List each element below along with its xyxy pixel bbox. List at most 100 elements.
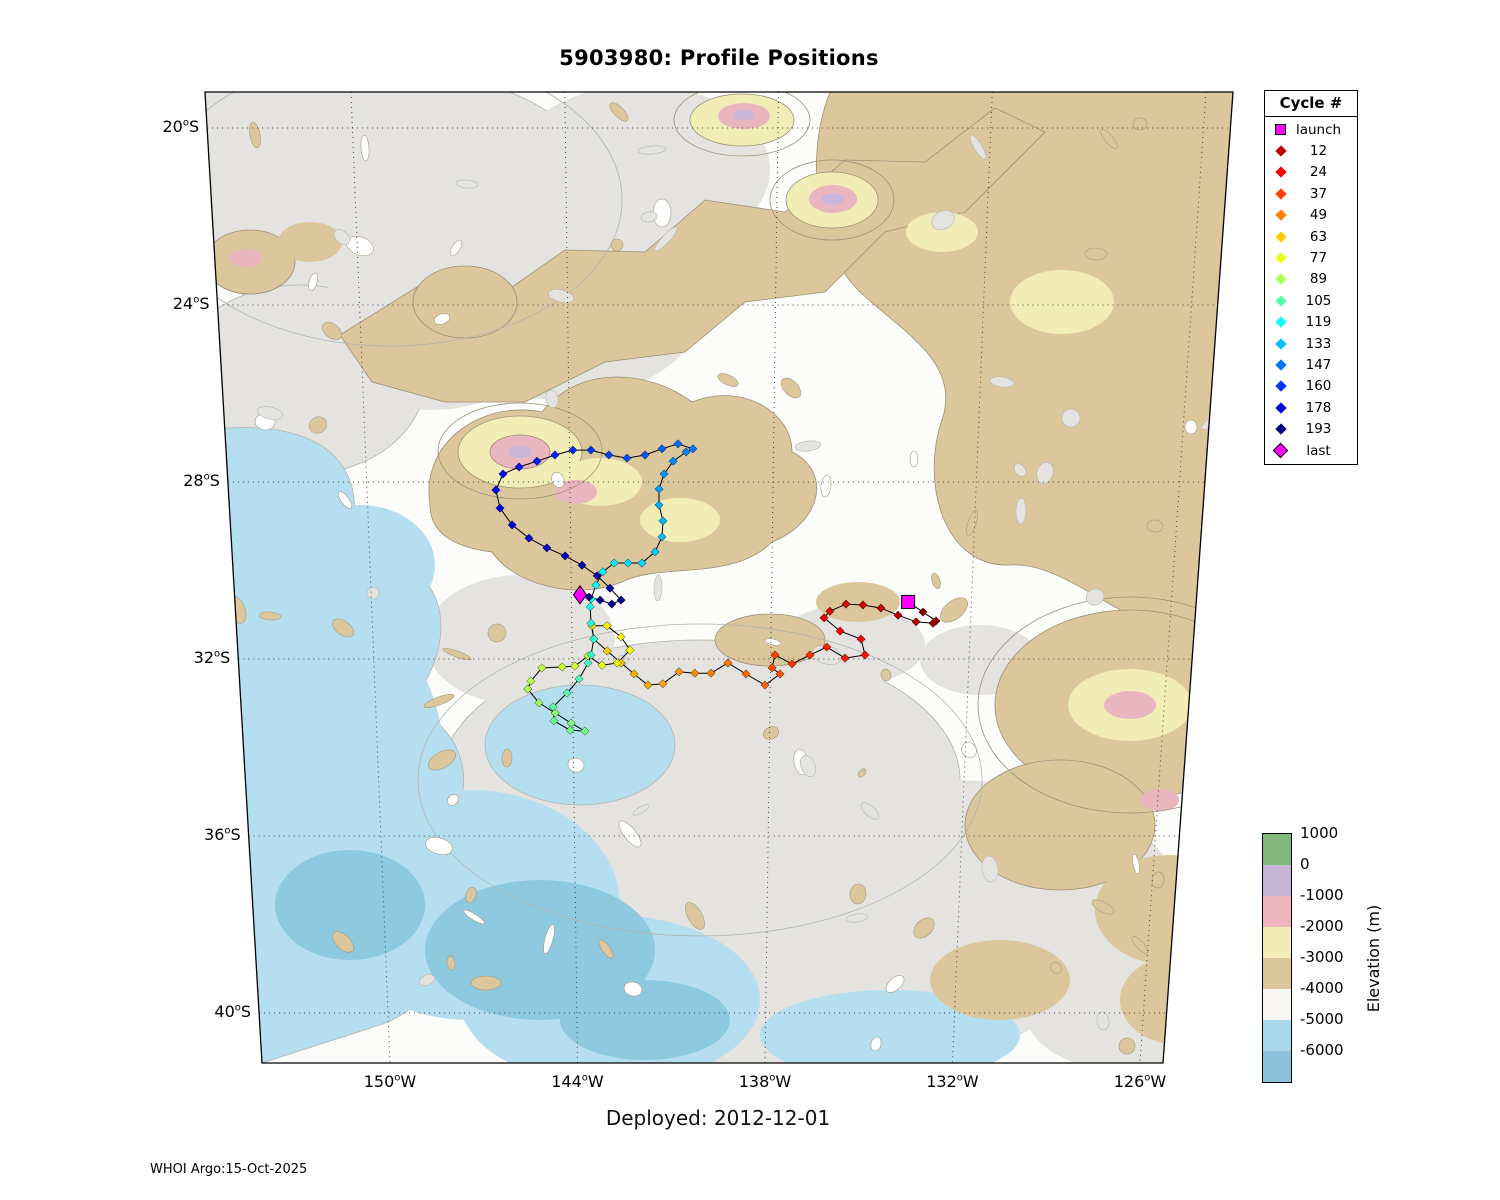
cycle-marker [657,532,667,542]
cycle-marker [616,595,626,605]
cycle-marker [840,653,850,663]
colorbar-tick-label: 0 [1300,855,1310,873]
cycle-marker [498,469,508,479]
cycle-markers [491,439,941,736]
colorbar-tick-label: -6000 [1300,1041,1344,1059]
legend-item-cycle-24: 24 [1265,162,1357,183]
cycle-marker [625,645,635,655]
legend-title: Cycle # [1265,91,1357,117]
cycle-marker [532,456,542,466]
cycle-marker [609,558,619,568]
colorbar-segment-3 [1263,927,1291,958]
lat-tick-label: 28oS [183,471,220,490]
cycle-marker [668,456,678,466]
cycle-marker [562,688,572,698]
colorbar-axis-label-text: Elevation (m) [1364,904,1384,1012]
colorbar-segment-4 [1263,958,1291,989]
cycle-marker [524,533,534,543]
colorbar-tick-label: -2000 [1300,917,1344,935]
legend-item-cycle-105: 105 [1265,290,1357,311]
legend-item-label: 160 [1305,378,1332,395]
cycle-marker [629,669,639,679]
lat-tick-label: 40oS [214,1002,252,1021]
cycle-marker [640,450,650,460]
deployed-caption: Deployed: 2012-12-01 [605,1106,831,1130]
colorbar-axis-label: Elevation (m) [1352,833,1396,1083]
cycle-marker [589,634,599,644]
cycle-marker [602,646,612,656]
cycle-marker [557,662,567,672]
legend-item-cycle-49: 49 [1265,205,1357,226]
cycle-marker [597,660,607,670]
cycle-marker [598,567,608,577]
cycle-marker [825,606,835,616]
cycle-marker [835,626,845,636]
colorbar-segment-5 [1263,989,1291,1020]
colorbar-segment-1 [1263,865,1291,896]
legend-marker-icon [1273,380,1288,393]
cycle-marker [623,558,633,568]
legend-item-cycle-160: 160 [1265,376,1357,397]
cycle-marker [491,485,501,495]
cycle-marker [690,668,700,678]
cycle-marker [650,547,660,557]
cycle-marker [507,520,517,530]
cycle-marker [595,595,605,605]
cycle-marker [787,659,797,669]
grid-lines [207,91,1231,1064]
cycle-marker [819,613,829,623]
cycle-marker [674,667,684,677]
cycle-marker [673,439,683,449]
cycle-marker [602,621,612,631]
legend-marker-icon [1273,295,1288,307]
lon-tick-label: 126oW [1113,1072,1167,1091]
lon-tick-label: 150oW [363,1072,417,1091]
cycle-marker [760,680,770,690]
legend-item-cycle-63: 63 [1265,226,1357,247]
cycle-marker [876,603,886,613]
legend-item-cycle-12: 12 [1265,140,1357,161]
legend-marker-icon [1273,188,1288,200]
cycle-marker [570,661,580,671]
cycle-marker [548,702,558,712]
cycle-marker [577,560,587,570]
colorbar-tick-labels: 1000 0 -1000 -2000 -3000 -4000 -5000 -6000 [1300,824,1364,1093]
legend-marker-icon [1272,442,1289,459]
legend-item-cycle-37: 37 [1265,183,1357,204]
cycle-marker [622,453,632,463]
cycle-marker [607,599,617,609]
cycle-marker [542,543,552,553]
colorbar-tick-label: -1000 [1300,886,1344,904]
cycle-marker [858,600,868,610]
cycle-marker [658,516,668,526]
cycle-marker [770,650,780,660]
lon-tick-label: 132oW [926,1072,979,1091]
elevation-colorbar [1262,833,1292,1083]
cycle-marker [568,445,578,455]
legend-marker-icon [1273,145,1288,157]
cycle-marker [550,450,560,460]
cycle-marker [654,484,664,494]
cycle-marker [822,642,832,652]
legend-rows: launch 12 24 37 49 63 77 89 105 119 133 147 160 178 19… [1265,119,1357,461]
legend-item-label: 193 [1305,421,1332,438]
cycle-marker [643,680,653,690]
lat-tick-label: 32oS [193,648,231,667]
legend-item-label: 178 [1305,399,1332,416]
cycle-marker [841,599,851,609]
cycle-marker [534,698,544,708]
lon-tick-label: 138oW [738,1072,792,1091]
legend-item-last: last [1265,440,1357,461]
legend-item-label: 119 [1305,314,1332,331]
legend-item-label: 89 [1309,271,1328,288]
cycle-marker [681,447,691,457]
legend-marker-icon [1273,423,1288,435]
lat-tick-label: 24oS [172,294,210,313]
legend-item-label: 12 [1309,143,1328,160]
legend-item-label: launch [1295,121,1342,138]
cycle-marker [860,650,870,660]
legend-item-cycle-89: 89 [1265,269,1357,290]
legend-item-label: 49 [1309,207,1328,224]
colorbar-segment-6 [1263,1020,1291,1051]
